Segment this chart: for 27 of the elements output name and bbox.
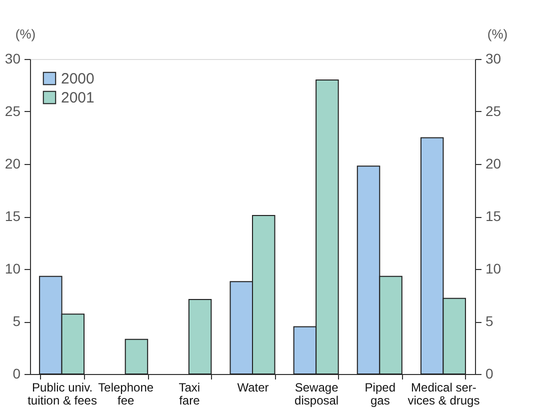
y2-axis-title: (%) [487,26,508,42]
x-tick-label: Water [237,380,269,394]
y-tick-label: 20 [4,156,21,172]
x-tick-label: Telephone fee [98,380,154,408]
x-tick-label: Taxi fare [178,380,200,408]
y2-tick-label: 25 [486,103,502,119]
y-tick-label: 30 [4,50,21,66]
x-tick-label: Public univ. tuition & fees [28,380,97,408]
legend-label: 2000 [61,70,94,88]
y2-tick-label: 30 [486,50,502,66]
x-tick-label: Medical ser- vices & drugs [408,380,480,408]
bar [188,298,212,374]
y-tick-label: 25 [4,103,21,119]
y2-tick-label: 10 [486,260,502,276]
y-tick-label: 5 [12,313,21,329]
y2-tick-label: 15 [486,208,502,224]
y-tick-label: 15 [4,208,21,224]
y2-tick-label: 20 [486,156,502,172]
y-tick-label: 10 [4,260,21,276]
x-tick-label: Sewage disposal [294,380,339,408]
legend-label: 2001 [61,90,94,106]
y-axis-title: (%) [15,26,36,42]
y-tick-label: 0 [12,366,21,382]
y2-tick-label: 5 [486,313,494,329]
bar [124,338,148,374]
x-tick-label: Piped gas [364,380,396,408]
y2-tick-label: 0 [486,366,494,382]
